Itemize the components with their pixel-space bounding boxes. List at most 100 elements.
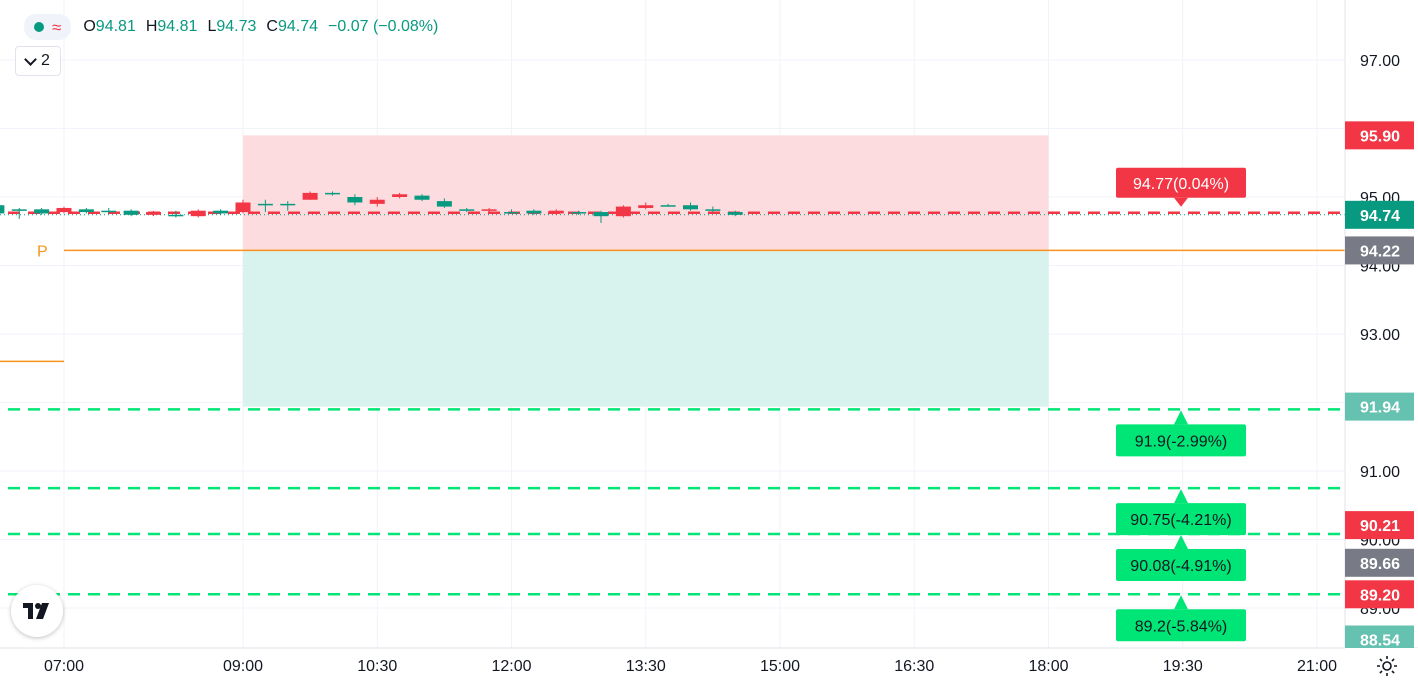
line-labels: 94.77(0.04%) 91.9(-2.99%) 90.75(-4.21%) 90.… [1116,167,1246,642]
candle-body [638,205,654,208]
price-tag-bg [1345,392,1414,421]
indicators-collapse-button[interactable]: 2 [15,46,61,76]
callout-text: 89.2(-5.84%) [1135,618,1228,635]
level-callout[interactable]: 91.9(-2.99%) [1116,410,1246,457]
candle-body [593,212,609,217]
candle-body [660,205,676,207]
candle[interactable] [571,210,587,215]
price-tag[interactable]: 90.21 [1345,511,1414,540]
candle[interactable] [123,209,139,217]
candle-body [123,210,139,215]
candle-body [280,203,296,206]
candle[interactable] [347,194,363,206]
pivot-label: P [37,243,48,260]
ohlc-values: O94.81 H94.81 L94.73 C94.74 −0.07 (−0.08… [83,18,438,36]
candle[interactable] [526,209,542,215]
candle-body [235,202,251,213]
candle-body [414,195,430,200]
candle[interactable] [436,198,452,208]
candle[interactable] [660,203,676,207]
callout-box [1116,167,1246,198]
candle[interactable] [78,207,94,214]
candle-body [325,192,340,195]
price-tag-text: 89.66 [1360,556,1400,573]
candle[interactable] [280,201,296,211]
position-zones [243,135,1049,407]
candle[interactable] [683,202,698,211]
price-tag-text: 94.22 [1360,243,1400,260]
candle-body [526,210,542,214]
horizontal-lines: P [0,211,1345,596]
level-callout[interactable]: 90.75(-4.21%) [1116,489,1246,536]
candle[interactable] [213,209,229,215]
candle[interactable] [325,191,340,196]
candle[interactable] [11,207,27,219]
candle[interactable] [235,199,251,214]
price-tag[interactable]: 94.22 [1345,236,1414,265]
candle[interactable] [727,210,743,217]
level-callout[interactable]: 89.2(-5.84%) [1116,595,1246,642]
x-tick-label: 09:00 [223,658,263,675]
gear-icon[interactable] [1374,653,1400,679]
candle-body [615,206,631,217]
candle[interactable] [504,209,519,214]
candle[interactable] [257,199,273,213]
time-axis[interactable] [0,648,1345,681]
ohlc-low: L94.73 [207,18,257,35]
candle-body [0,205,5,214]
candle[interactable] [0,204,5,215]
price-tag[interactable]: 95.90 [1345,121,1414,150]
x-tick-label: 12:00 [491,658,531,675]
price-tag[interactable]: 91.94 [1345,392,1414,421]
candles [0,191,743,224]
price-tag-bg [1345,236,1414,265]
candle[interactable] [146,210,161,217]
tradingview-logo[interactable] [11,585,63,637]
chevron-down-icon [24,52,37,66]
market-status-pill[interactable]: ≈ [24,14,72,40]
candle[interactable] [369,197,385,207]
price-tag[interactable]: 89.20 [1345,580,1414,609]
candle-body [504,212,519,214]
candle[interactable] [56,206,72,214]
callout-pointer [1174,595,1188,610]
callout-box [1116,549,1246,582]
candle[interactable] [638,202,654,210]
candle-body [683,205,698,210]
price-tag[interactable]: 89.66 [1345,548,1414,577]
candle-body [146,212,161,215]
candle[interactable] [548,209,564,215]
y-tick-label: 93.00 [1360,327,1400,344]
price-tag-bg [1345,580,1414,609]
take-profit-zone[interactable] [243,250,1049,407]
candle[interactable] [593,210,609,224]
candle[interactable] [190,209,206,218]
stop-loss-zone[interactable] [243,135,1049,251]
candle[interactable] [168,210,184,218]
price-tag-bg [1345,121,1414,150]
level-callout[interactable]: 90.08(-4.91%) [1116,535,1246,582]
market-open-dot-icon [34,22,44,32]
price-tag[interactable]: 94.74 [1345,200,1414,229]
candle[interactable] [705,206,721,213]
x-tick-label: 10:30 [357,658,397,675]
candle[interactable] [615,205,631,218]
candle[interactable] [392,192,408,199]
price-tags: 95.90 94.74 94.22 91.94 90.21 89.66 89.20 88.54 [1345,121,1418,681]
candle[interactable] [481,207,497,213]
candle-body [213,210,229,214]
candle[interactable] [302,191,318,200]
price-tag-bg [1345,511,1414,540]
price-tag-text: 91.94 [1360,400,1400,417]
candle[interactable] [414,194,430,202]
candle-body [34,209,50,214]
candle-body [436,201,452,207]
candle[interactable] [101,207,117,214]
level-callout[interactable]: 94.77(0.04%) [1116,167,1246,207]
candle[interactable] [459,207,475,213]
candle[interactable] [34,207,50,215]
x-tick-label: 19:30 [1163,658,1203,675]
price-tag-bg [1345,548,1414,577]
